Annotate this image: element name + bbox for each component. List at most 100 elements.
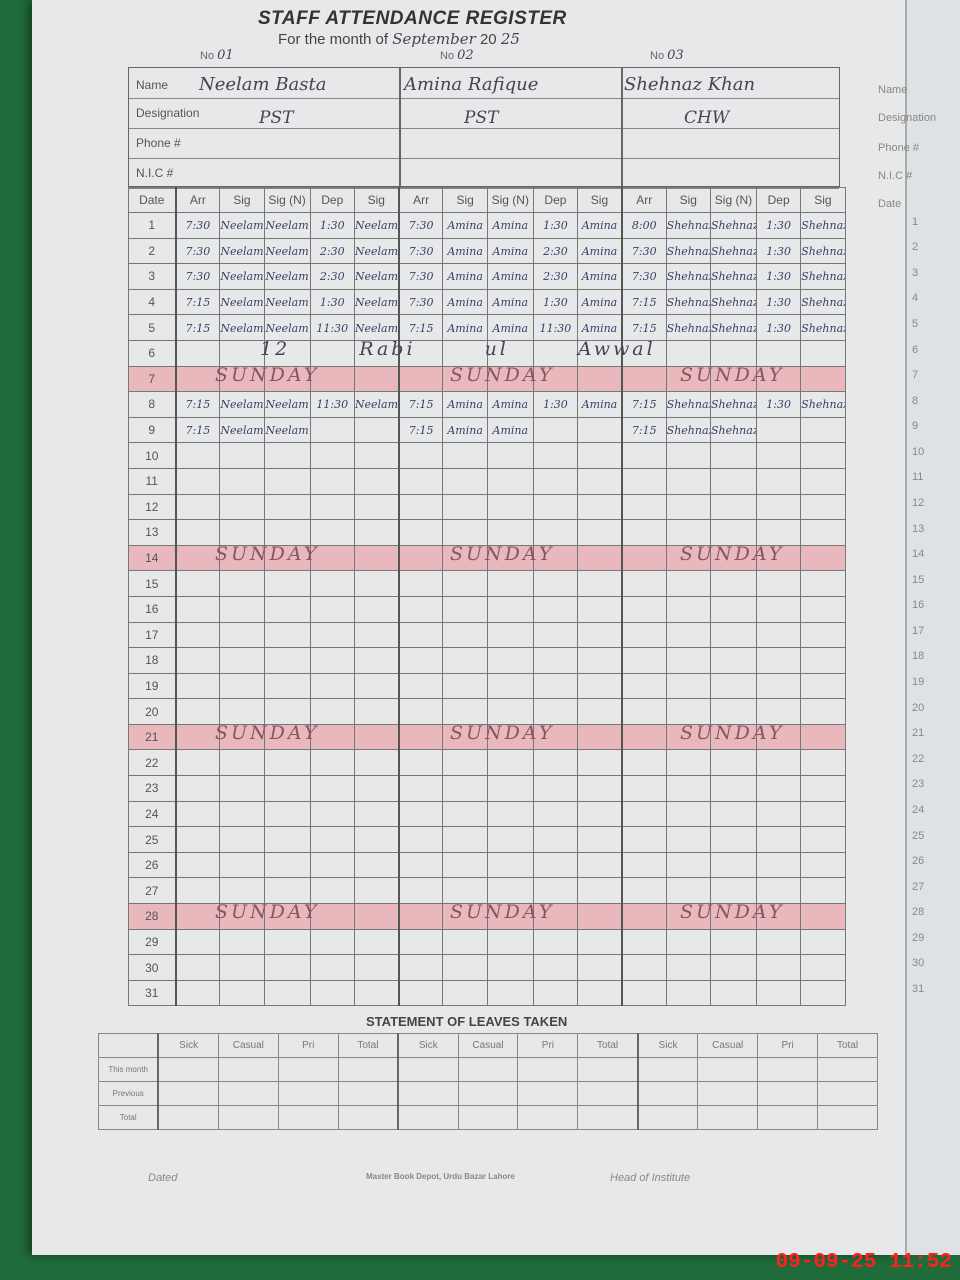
arrival-cell[interactable] <box>174 672 221 700</box>
signature-n-cell[interactable] <box>263 493 311 521</box>
departure-cell[interactable] <box>755 467 802 495</box>
signature-n-cell[interactable]: Amina <box>486 288 534 316</box>
signature-cell[interactable] <box>219 877 265 905</box>
leave-count-cell[interactable] <box>757 1081 819 1106</box>
signature-cell[interactable]: Shehnaz <box>665 237 711 265</box>
leave-count-cell[interactable] <box>757 1057 819 1082</box>
departure-cell[interactable]: 1:30 <box>309 288 355 316</box>
signature-n-cell[interactable] <box>709 544 757 572</box>
departure-cell[interactable] <box>532 493 579 521</box>
signature-n-cell[interactable] <box>709 672 757 700</box>
departure-cell[interactable] <box>755 698 802 725</box>
signature-cell[interactable] <box>219 723 265 751</box>
departure-cell[interactable] <box>532 851 579 879</box>
signature-cell[interactable] <box>442 979 488 1007</box>
departure-signature-cell[interactable]: Neelam <box>353 391 400 418</box>
departure-cell[interactable] <box>309 979 355 1007</box>
signature-n-cell[interactable] <box>263 365 311 393</box>
arrival-cell[interactable] <box>174 928 221 956</box>
signature-cell[interactable] <box>219 467 265 495</box>
signature-n-cell[interactable] <box>709 339 757 367</box>
departure-signature-cell[interactable] <box>577 442 623 469</box>
signature-cell[interactable]: Amina <box>442 212 488 239</box>
departure-signature-cell[interactable]: Shehnaz <box>800 314 846 341</box>
signature-n-cell[interactable] <box>709 493 757 521</box>
departure-signature-cell[interactable] <box>353 775 400 802</box>
departure-signature-cell[interactable] <box>577 877 623 905</box>
departure-cell[interactable] <box>309 647 355 674</box>
signature-n-cell[interactable] <box>709 775 757 802</box>
departure-signature-cell[interactable] <box>577 416 623 444</box>
signature-cell[interactable] <box>219 775 265 802</box>
departure-cell[interactable] <box>755 672 802 700</box>
signature-cell[interactable]: Amina <box>442 314 488 341</box>
signature-cell[interactable] <box>442 698 488 725</box>
signature-cell[interactable] <box>219 365 265 393</box>
departure-signature-cell[interactable] <box>800 365 846 393</box>
arrival-cell[interactable] <box>620 800 667 828</box>
departure-signature-cell[interactable] <box>800 339 846 367</box>
departure-signature-cell[interactable] <box>577 749 623 777</box>
leave-count-cell[interactable] <box>217 1057 279 1082</box>
departure-cell[interactable]: 1:30 <box>755 237 802 265</box>
signature-cell[interactable] <box>442 595 488 623</box>
arrival-cell[interactable]: 7:30 <box>174 212 221 239</box>
departure-signature-cell[interactable] <box>353 954 400 981</box>
arrival-cell[interactable]: 7:15 <box>174 391 221 418</box>
departure-cell[interactable]: 1:30 <box>532 212 579 239</box>
leave-count-cell[interactable] <box>457 1105 519 1130</box>
signature-cell[interactable] <box>442 365 488 393</box>
signature-cell[interactable]: Amina <box>442 237 488 265</box>
signature-n-cell[interactable] <box>709 621 757 649</box>
arrival-cell[interactable] <box>397 621 444 649</box>
arrival-cell[interactable]: 7:30 <box>397 237 444 265</box>
departure-cell[interactable] <box>309 672 355 700</box>
departure-signature-cell[interactable]: Neelam <box>353 212 400 239</box>
signature-cell[interactable]: Amina <box>442 263 488 290</box>
signature-n-cell[interactable] <box>263 544 311 572</box>
signature-n-cell[interactable]: Neelam <box>263 314 311 341</box>
departure-cell[interactable] <box>309 339 355 367</box>
signature-cell[interactable] <box>442 775 488 802</box>
departure-cell[interactable] <box>755 647 802 674</box>
arrival-cell[interactable] <box>174 647 221 674</box>
departure-cell[interactable] <box>532 339 579 367</box>
leave-count-cell[interactable] <box>636 1057 699 1082</box>
arrival-cell[interactable] <box>620 365 667 393</box>
leave-count-cell[interactable] <box>457 1057 519 1082</box>
signature-cell[interactable] <box>219 672 265 700</box>
signature-cell[interactable]: Amina <box>442 416 488 444</box>
arrival-cell[interactable] <box>620 493 667 521</box>
signature-n-cell[interactable] <box>709 928 757 956</box>
signature-n-cell[interactable] <box>263 800 311 828</box>
departure-cell[interactable] <box>532 749 579 777</box>
departure-cell[interactable] <box>532 800 579 828</box>
signature-n-cell[interactable] <box>709 519 757 546</box>
departure-signature-cell[interactable] <box>577 851 623 879</box>
signature-n-cell[interactable] <box>709 698 757 725</box>
leave-count-cell[interactable] <box>697 1105 759 1130</box>
arrival-cell[interactable] <box>174 493 221 521</box>
signature-n-cell[interactable] <box>486 493 534 521</box>
departure-cell[interactable] <box>755 749 802 777</box>
signature-cell[interactable] <box>219 519 265 546</box>
signature-cell[interactable] <box>665 467 711 495</box>
departure-cell[interactable] <box>309 621 355 649</box>
arrival-cell[interactable] <box>174 339 221 367</box>
arrival-cell[interactable] <box>397 954 444 981</box>
departure-signature-cell[interactable] <box>353 595 400 623</box>
arrival-cell[interactable] <box>174 519 221 546</box>
departure-signature-cell[interactable] <box>353 749 400 777</box>
signature-n-cell[interactable]: Shehnaz <box>709 416 757 444</box>
signature-n-cell[interactable]: Amina <box>486 212 534 239</box>
arrival-cell[interactable]: 7:30 <box>620 263 667 290</box>
signature-n-cell[interactable]: Amina <box>486 314 534 341</box>
signature-cell[interactable] <box>665 979 711 1007</box>
arrival-cell[interactable] <box>397 647 444 674</box>
signature-cell[interactable]: Neelam <box>219 288 265 316</box>
departure-cell[interactable] <box>532 979 579 1007</box>
arrival-cell[interactable] <box>397 851 444 879</box>
signature-n-cell[interactable] <box>263 723 311 751</box>
departure-signature-cell[interactable]: Neelam <box>353 263 400 290</box>
signature-n-cell[interactable] <box>263 672 311 700</box>
